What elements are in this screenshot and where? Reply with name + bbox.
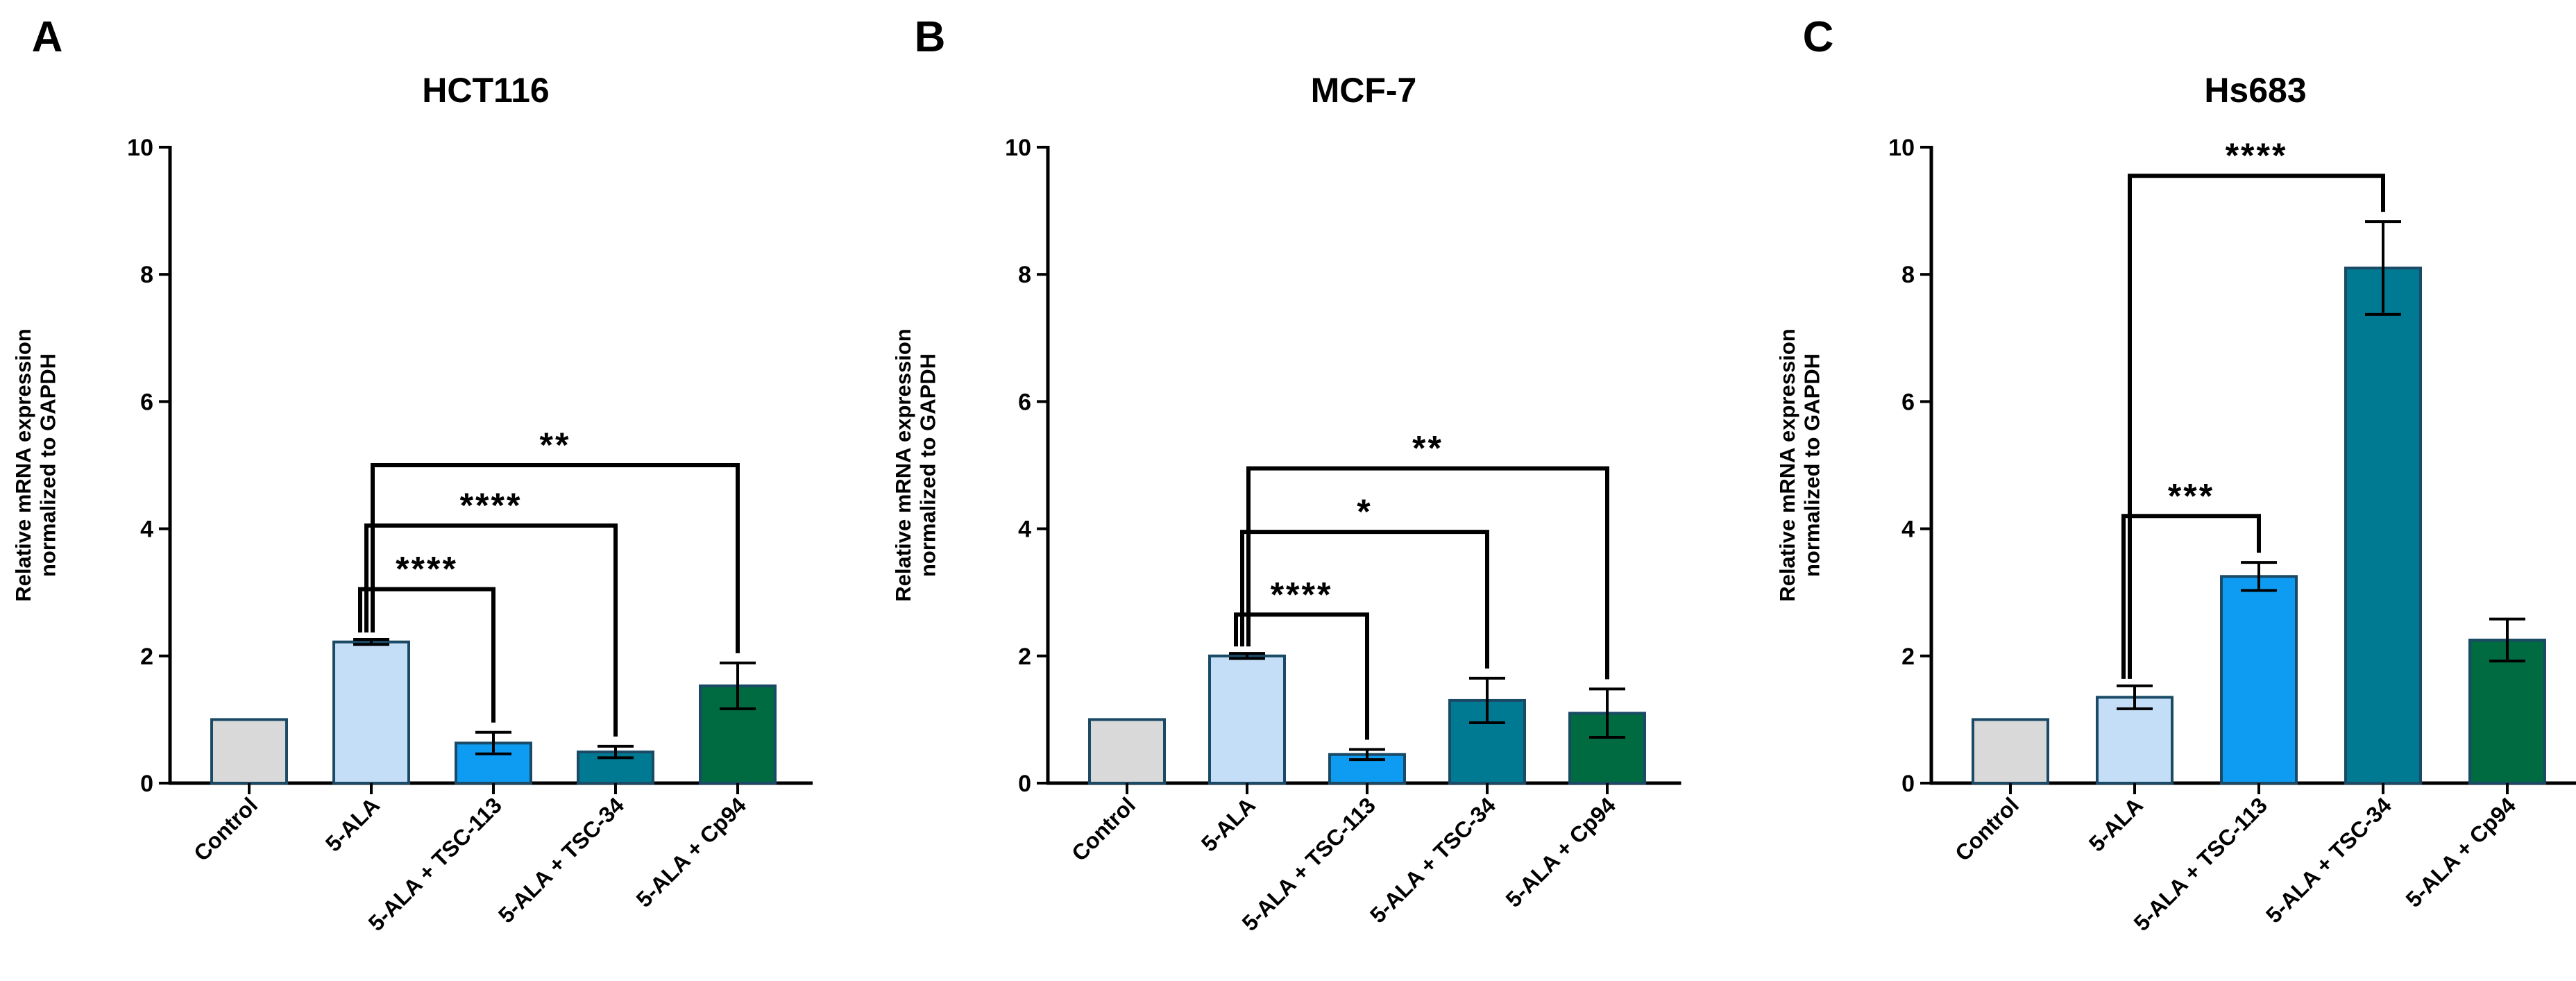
x-tick-label: Control <box>189 792 262 866</box>
y-tick-label: 6 <box>140 389 153 415</box>
bar-3 <box>455 741 532 785</box>
x-tick-label: 5-ALA + Cp94 <box>1501 792 1621 912</box>
y-tick-label: 4 <box>1018 517 1031 543</box>
y-axis-label: Relative mRNA expressionnormalized to GA… <box>11 328 60 601</box>
chart-panel-c: C Hs683 Relative mRNA expressionnormalized… <box>1775 13 2576 936</box>
chart-panel-b: B MCF-7 Relative mRNA expressionnormalized… <box>891 13 1681 936</box>
significance-bracket <box>1234 612 1369 740</box>
y-tick-label: 2 <box>1018 644 1031 670</box>
panel-letter: A <box>32 13 63 61</box>
significance-label: **** <box>1271 575 1333 614</box>
bar-1 <box>1088 718 1166 785</box>
x-tick-label: Control <box>1067 792 1140 866</box>
y-axis-label: Relative mRNA expressionnormalized to GA… <box>891 328 940 601</box>
panel-letter: B <box>915 13 946 61</box>
bar-2 <box>332 640 410 785</box>
chart-title: MCF-7 <box>1311 71 1417 110</box>
y-axis-label-line-1: Relative mRNA expression <box>11 328 35 601</box>
y-tick-label: 8 <box>1901 262 1915 288</box>
y-tick-label: 6 <box>1901 389 1915 415</box>
y-tick-label: 2 <box>1901 644 1915 670</box>
x-tick-label: 5-ALA + TSC-113 <box>2129 792 2272 935</box>
x-tick-label: 5-ALA + Cp94 <box>632 792 752 912</box>
y-tick-label: 4 <box>1901 517 1915 543</box>
significance-label: ** <box>540 426 571 464</box>
y-tick-label: 6 <box>1018 389 1031 415</box>
bar-4 <box>2344 267 2422 785</box>
significance-label: * <box>1357 492 1372 531</box>
x-tick-label: 5-ALA + TSC-113 <box>1237 792 1380 935</box>
bar-2 <box>2096 696 2174 785</box>
y-tick-label: 8 <box>140 262 153 288</box>
y-axis-label-line-2: normalized to GAPDH <box>1799 353 1824 577</box>
significance-bracket <box>371 463 740 653</box>
x-tick-label: 5-ALA <box>1196 792 1260 856</box>
y-axis-label-line-1: Relative mRNA expression <box>891 328 915 601</box>
bar-2 <box>1208 654 1286 785</box>
y-axis-label-line-2: normalized to GAPDH <box>35 353 60 577</box>
x-tick-label: Control <box>1950 792 2024 866</box>
y-axis-label-line-2: normalized to GAPDH <box>915 353 940 577</box>
significance-bracket <box>2128 174 2385 679</box>
panel-letter: C <box>1803 13 1834 61</box>
chart-panel-a: A HCT116 Relative mRNA expressionnormalize… <box>11 13 813 936</box>
x-tick-label: 5-ALA + TSC-34 <box>2261 792 2396 928</box>
y-tick-label: 0 <box>1018 771 1031 797</box>
significance-label: ** <box>1412 429 1443 468</box>
significance-bracket <box>2121 514 2261 679</box>
y-axis-label-line-1: Relative mRNA expression <box>1775 328 1799 601</box>
x-tick-label: 5-ALA <box>321 792 384 856</box>
bar-3 <box>2220 575 2298 785</box>
chart-title: Hs683 <box>2204 71 2306 110</box>
significance-label: **** <box>396 550 458 589</box>
x-tick-label: 5-ALA <box>2084 792 2148 856</box>
x-tick-label: 5-ALA + Cp94 <box>2401 792 2521 912</box>
y-tick-label: 0 <box>140 771 153 797</box>
y-tick-label: 10 <box>1888 135 1915 161</box>
significance-bracket <box>358 587 495 723</box>
chart-title: HCT116 <box>422 71 549 110</box>
significance-label: **** <box>460 486 523 525</box>
y-tick-label: 10 <box>127 135 153 161</box>
y-tick-label: 8 <box>1018 262 1031 288</box>
significance-bracket <box>364 523 618 737</box>
bar-1 <box>1972 718 2049 785</box>
y-tick-label: 2 <box>140 644 153 670</box>
y-tick-label: 0 <box>1901 771 1915 797</box>
y-tick-label: 10 <box>1005 135 1031 161</box>
significance-bracket <box>1240 530 1489 669</box>
x-tick-label: 5-ALA + TSC-113 <box>364 792 507 935</box>
bar-4 <box>577 751 654 785</box>
x-tick-label: 5-ALA + TSC-34 <box>493 792 629 928</box>
x-tick-label: 5-ALA + TSC-34 <box>1365 792 1500 928</box>
y-tick-label: 4 <box>140 517 153 543</box>
significance-label: *** <box>2168 476 2214 515</box>
y-axis-label: Relative mRNA expressionnormalized to GA… <box>1775 328 1824 601</box>
significance-bracket <box>1246 466 1609 680</box>
significance-label: **** <box>2226 136 2288 175</box>
bar-1 <box>210 718 288 785</box>
bar-5 <box>2468 638 2546 785</box>
